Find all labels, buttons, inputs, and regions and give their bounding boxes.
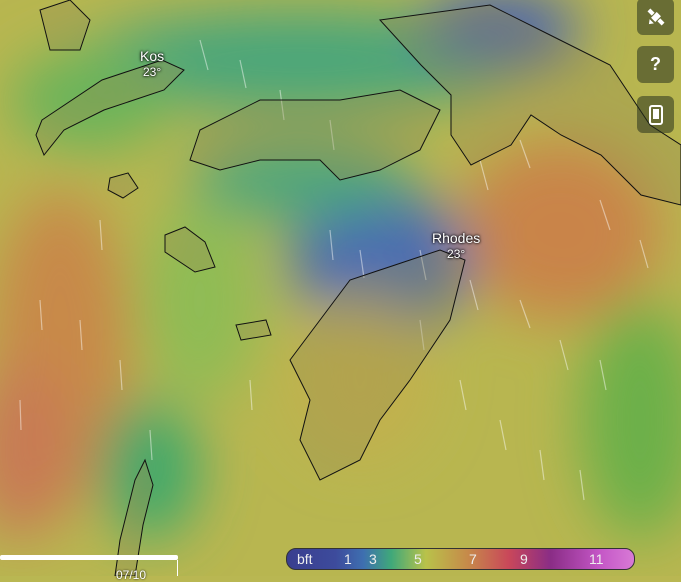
mobile-icon <box>648 104 663 125</box>
legend-value: 7 <box>469 551 477 567</box>
wind-speed-field <box>0 0 681 540</box>
coastlines <box>35 0 681 576</box>
place-name: Rhodes <box>432 230 481 246</box>
nisyros-island <box>107 172 139 199</box>
help-button[interactable]: ? <box>637 46 674 83</box>
place-temperature: 23° <box>142 65 162 79</box>
mainland <box>378 4 681 206</box>
place-name: Kos <box>140 48 165 64</box>
legend-unit: bft <box>297 551 313 567</box>
place-label-rhodes[interactable]: Rhodes 23° <box>432 230 480 262</box>
legend-value: 9 <box>520 551 528 567</box>
place-temperature: 23° <box>447 247 466 261</box>
karpathos-island <box>114 458 154 576</box>
help-icon: ? <box>650 54 661 74</box>
rhodes-island <box>289 249 466 481</box>
mobile-app-button[interactable] <box>637 96 674 133</box>
place-label-kos[interactable]: Kos 23° <box>140 48 164 80</box>
satellite-button[interactable] <box>637 0 674 35</box>
timeline-date: 07/10 <box>116 568 147 582</box>
timeline-marker[interactable] <box>177 560 178 576</box>
wind-speed-legend[interactable]: bft 1 3 5 7 9 11 <box>286 548 635 570</box>
legend-value: 1 <box>344 551 352 567</box>
legend-value: 5 <box>414 551 422 567</box>
kalymnos-island <box>39 0 91 51</box>
legend-value: 3 <box>369 551 377 567</box>
wind-particles <box>19 39 649 501</box>
satellite-icon <box>647 8 664 25</box>
timeline-progress-bar[interactable] <box>0 555 178 560</box>
chalki-island <box>235 319 272 341</box>
legend-value: 11 <box>589 551 604 567</box>
kos-island <box>35 59 185 156</box>
turkey-coast <box>189 89 441 181</box>
tilos-island <box>164 226 216 273</box>
